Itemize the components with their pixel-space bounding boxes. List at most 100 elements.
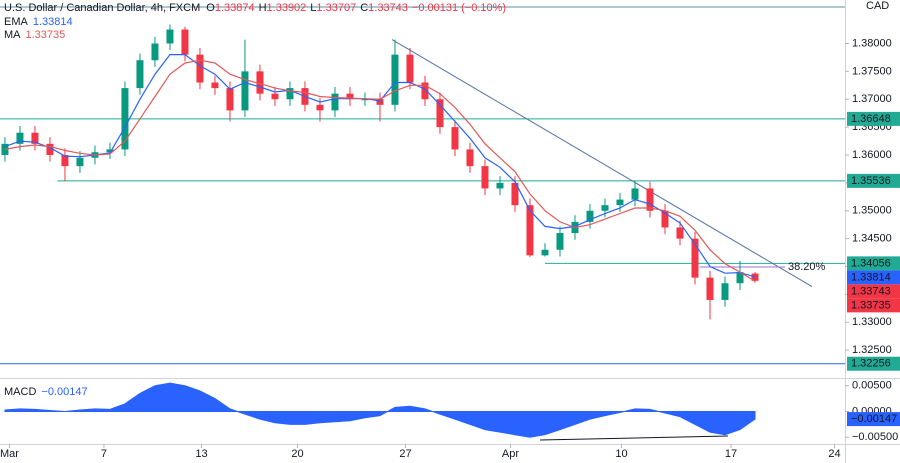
candle-body — [106, 149, 114, 153]
candle-body — [661, 210, 669, 228]
candle-body — [646, 188, 654, 211]
price-badge-label: 1.33743 — [851, 285, 891, 297]
candle-body — [256, 71, 264, 94]
legend-name: MA — [4, 29, 21, 41]
candle-body — [706, 277, 714, 300]
candle-body — [556, 233, 564, 250]
legend-name: MACD — [4, 386, 36, 398]
legend-value: 1.33735 — [26, 29, 66, 41]
price-badge — [847, 256, 900, 271]
candle-body — [691, 238, 699, 278]
price-badge — [847, 284, 900, 299]
ohlc-key: H — [259, 2, 267, 14]
x-tick-label: Apr — [502, 448, 519, 460]
candle-body — [511, 182, 519, 206]
candle-body — [391, 54, 399, 105]
candle-body — [286, 88, 294, 100]
candle-body — [46, 143, 54, 155]
price-badge — [847, 412, 900, 427]
ma-line — [4, 54, 756, 278]
candle-body — [331, 93, 339, 111]
price-badge — [847, 270, 900, 285]
candle-body — [316, 104, 324, 111]
x-tick-label: 24 — [828, 448, 840, 460]
x-tick-label: 27 — [399, 448, 411, 460]
divergence-line — [539, 435, 729, 441]
price-badge-label: −0.00147 — [851, 413, 897, 425]
candle-body — [736, 272, 744, 284]
candle-body — [181, 29, 189, 55]
x-tick-label: 20 — [291, 448, 303, 460]
ma-legend: MA 1.33735 — [4, 29, 65, 41]
price-badge-label: 1.32256 — [851, 358, 891, 370]
candle-body — [31, 132, 39, 144]
candle-body — [136, 60, 144, 89]
candle-body — [481, 166, 489, 189]
y-tick-label: 1.33000 — [852, 316, 892, 328]
price-badge-label: 1.36648 — [851, 113, 891, 125]
ohlc-key: L — [310, 2, 316, 14]
candle-body — [16, 132, 24, 144]
ohlc-key: O — [206, 2, 215, 14]
x-tick-label: 17 — [725, 448, 737, 460]
currency: CAD — [866, 0, 889, 12]
y-tick-label: 1.34500 — [852, 233, 892, 245]
ema-legend: EMA 1.33814 — [4, 16, 73, 28]
candle-body — [721, 283, 729, 300]
candle-body — [421, 82, 429, 100]
candle-body — [616, 199, 624, 206]
legend-value: −0.00147 — [41, 386, 87, 398]
y-tick-label: 1.36000 — [852, 149, 892, 161]
candle-body — [676, 227, 684, 239]
ohlc-value: 1.33902 — [267, 2, 307, 14]
header: U.S. Dollar / Canadian Dollar, 4h, FXCM O… — [4, 2, 506, 14]
candle-body — [751, 273, 759, 281]
candle-body — [631, 188, 639, 200]
y-tick-label: 1.35000 — [852, 205, 892, 217]
ohlc-value: 1.33707 — [316, 2, 356, 14]
price-badge-label: 1.33814 — [851, 271, 891, 283]
candle-body — [271, 93, 279, 100]
candle-body — [226, 88, 234, 111]
candle-body — [436, 99, 444, 128]
candle-body — [361, 99, 369, 101]
price-badge-label: 1.35536 — [851, 175, 891, 187]
candle-body — [526, 205, 534, 256]
candle-body — [496, 182, 504, 189]
macd-legend: MACD −0.00147 — [4, 386, 88, 398]
price-badge-label: 1.33735 — [851, 299, 891, 311]
y-tick-label: 1.32500 — [852, 344, 892, 356]
candle-body — [541, 249, 549, 256]
ohlc-value: 1.33743 — [368, 2, 408, 14]
y-tick-label: 1.38000 — [852, 37, 892, 49]
candle-body — [451, 127, 459, 150]
legend-name: EMA — [4, 16, 29, 28]
x-tick-label: 10 — [615, 448, 627, 460]
candle-body — [586, 210, 594, 222]
candle-body — [166, 29, 174, 44]
candle-body — [346, 93, 354, 100]
candle-body — [211, 82, 219, 89]
ohlc-key: C — [360, 2, 368, 14]
price-badge — [847, 173, 900, 188]
candle-body — [121, 88, 129, 150]
ohlc-value: 1.33874 — [215, 2, 255, 14]
ma-line — [4, 59, 756, 282]
candle-body — [406, 54, 414, 83]
y-tick-label: 1.37000 — [852, 93, 892, 105]
legend-value: 1.33814 — [33, 16, 73, 28]
candle-body — [376, 99, 384, 105]
price-badge — [847, 356, 900, 371]
x-tick-label: 7 — [101, 448, 107, 460]
change: −0.00131 (−0.10%) — [412, 2, 506, 14]
fib-label: 38.20% — [788, 261, 826, 273]
candle-body — [466, 149, 474, 167]
macd-area — [4, 382, 756, 438]
candle-body — [76, 157, 84, 167]
candle-body — [601, 205, 609, 211]
price-badge — [847, 298, 900, 313]
trendline — [391, 39, 813, 287]
candle-body — [61, 154, 69, 167]
